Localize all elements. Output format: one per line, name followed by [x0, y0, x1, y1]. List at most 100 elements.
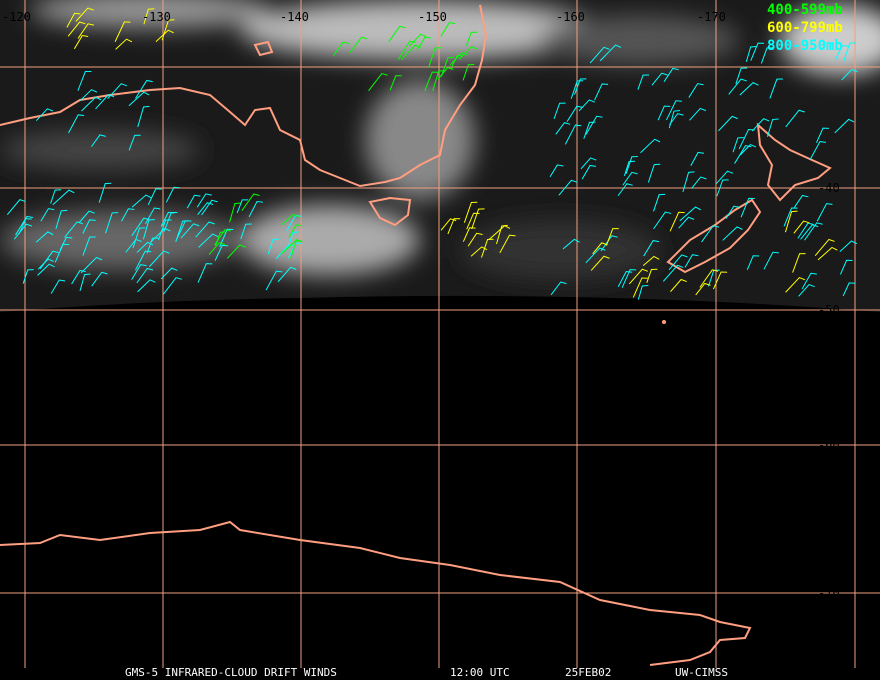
latitude-label: -60 [818, 438, 840, 452]
wind-barb [722, 226, 743, 241]
wind-barb [229, 202, 241, 223]
wind-barb [440, 218, 457, 231]
wind-barb [564, 124, 582, 145]
wind-barb [690, 151, 705, 167]
wind-barb [137, 105, 150, 128]
wind-barb [35, 108, 54, 122]
wind-barb [488, 225, 511, 241]
wind-barb [637, 74, 650, 90]
wind-barb [39, 250, 59, 270]
wind-barb [738, 128, 755, 150]
wind-barb [134, 250, 152, 271]
wind-barb [732, 137, 744, 153]
wind-barb [416, 36, 432, 51]
wind-barb [688, 83, 704, 98]
wind-barb [792, 253, 806, 273]
wind-barb [165, 186, 180, 203]
wind-barb [107, 83, 128, 100]
wind-barb [581, 164, 597, 180]
wind-barb [816, 127, 830, 143]
wind-barb [462, 227, 476, 242]
wind-barb [64, 221, 83, 238]
wind-barb [197, 263, 213, 283]
wind-barb [669, 113, 684, 126]
wind-barb [678, 216, 695, 229]
wind-barb [226, 244, 246, 259]
longitude-label: -160 [556, 10, 585, 24]
wind-barb [793, 220, 810, 234]
wind-barb [797, 222, 814, 239]
wind-barb [495, 224, 508, 245]
wind-barb [277, 266, 297, 283]
wind-barb [817, 246, 838, 261]
wind-barb [50, 279, 66, 294]
wind-barb [834, 45, 849, 61]
wind-barb [78, 210, 95, 223]
wind-barb [798, 283, 815, 297]
wind-barb [558, 179, 578, 196]
wind-barb [195, 221, 215, 238]
wind-barb [55, 209, 68, 230]
wind-barb [628, 268, 649, 285]
wind-barb [163, 277, 182, 295]
wind-barb [105, 212, 119, 234]
wind-barb [785, 276, 806, 293]
wind-barb [594, 83, 609, 101]
wind-barb [81, 96, 102, 112]
wind-barb [670, 278, 687, 292]
wind-barb [136, 267, 154, 284]
wind-barb [562, 238, 580, 250]
date: 25FEB02 [565, 666, 611, 679]
wind-barb [157, 219, 172, 241]
wind-barb [349, 36, 368, 54]
wind-barb [388, 25, 406, 43]
wind-barb [137, 279, 156, 293]
wind-barb [625, 156, 638, 174]
wind-barb [589, 46, 610, 64]
wind-barb [143, 8, 155, 25]
wind-barb [136, 241, 154, 253]
wind-barb [198, 233, 219, 248]
wind-barb [160, 211, 175, 227]
wind-barb [6, 199, 26, 215]
wind-barb [281, 213, 299, 225]
wind-barb [288, 224, 302, 239]
wind-barb [465, 31, 478, 46]
wind-barb [763, 251, 779, 270]
legend: 400-599mb 600-799mb 800-950mb [767, 2, 843, 54]
wind-barb [37, 263, 55, 276]
wind-barb [843, 42, 856, 62]
wind-barbs [6, 7, 858, 300]
wind-barb [398, 40, 416, 60]
wind-barb [701, 225, 720, 243]
wind-barb [566, 105, 583, 122]
wind-barb [79, 89, 98, 102]
wind-barb [600, 235, 618, 252]
wind-barb [728, 78, 747, 95]
wind-barb [653, 211, 672, 230]
wind-barb [689, 107, 707, 121]
wind-barb [800, 224, 819, 240]
wind-barb [13, 223, 33, 240]
wind-barb [368, 72, 388, 92]
wind-barb [98, 182, 112, 203]
wind-barb [585, 115, 603, 135]
wind-barb [22, 269, 34, 284]
wind-barb [240, 223, 252, 240]
wind-barb [114, 21, 131, 42]
wind-barb [219, 228, 234, 247]
wind-barb [699, 269, 719, 288]
wind-barb [248, 201, 264, 218]
latitude-label: -40 [818, 181, 840, 195]
wind-barb [637, 284, 649, 300]
wind-barb [617, 270, 633, 287]
wind-barb [208, 242, 226, 255]
wind-barb [432, 70, 445, 92]
wind-barb [214, 244, 229, 261]
wind-barb [288, 242, 303, 259]
wind-barb [333, 41, 350, 56]
wind-barb [265, 270, 283, 291]
wind-barb [745, 45, 757, 62]
wind-barb [740, 197, 755, 218]
